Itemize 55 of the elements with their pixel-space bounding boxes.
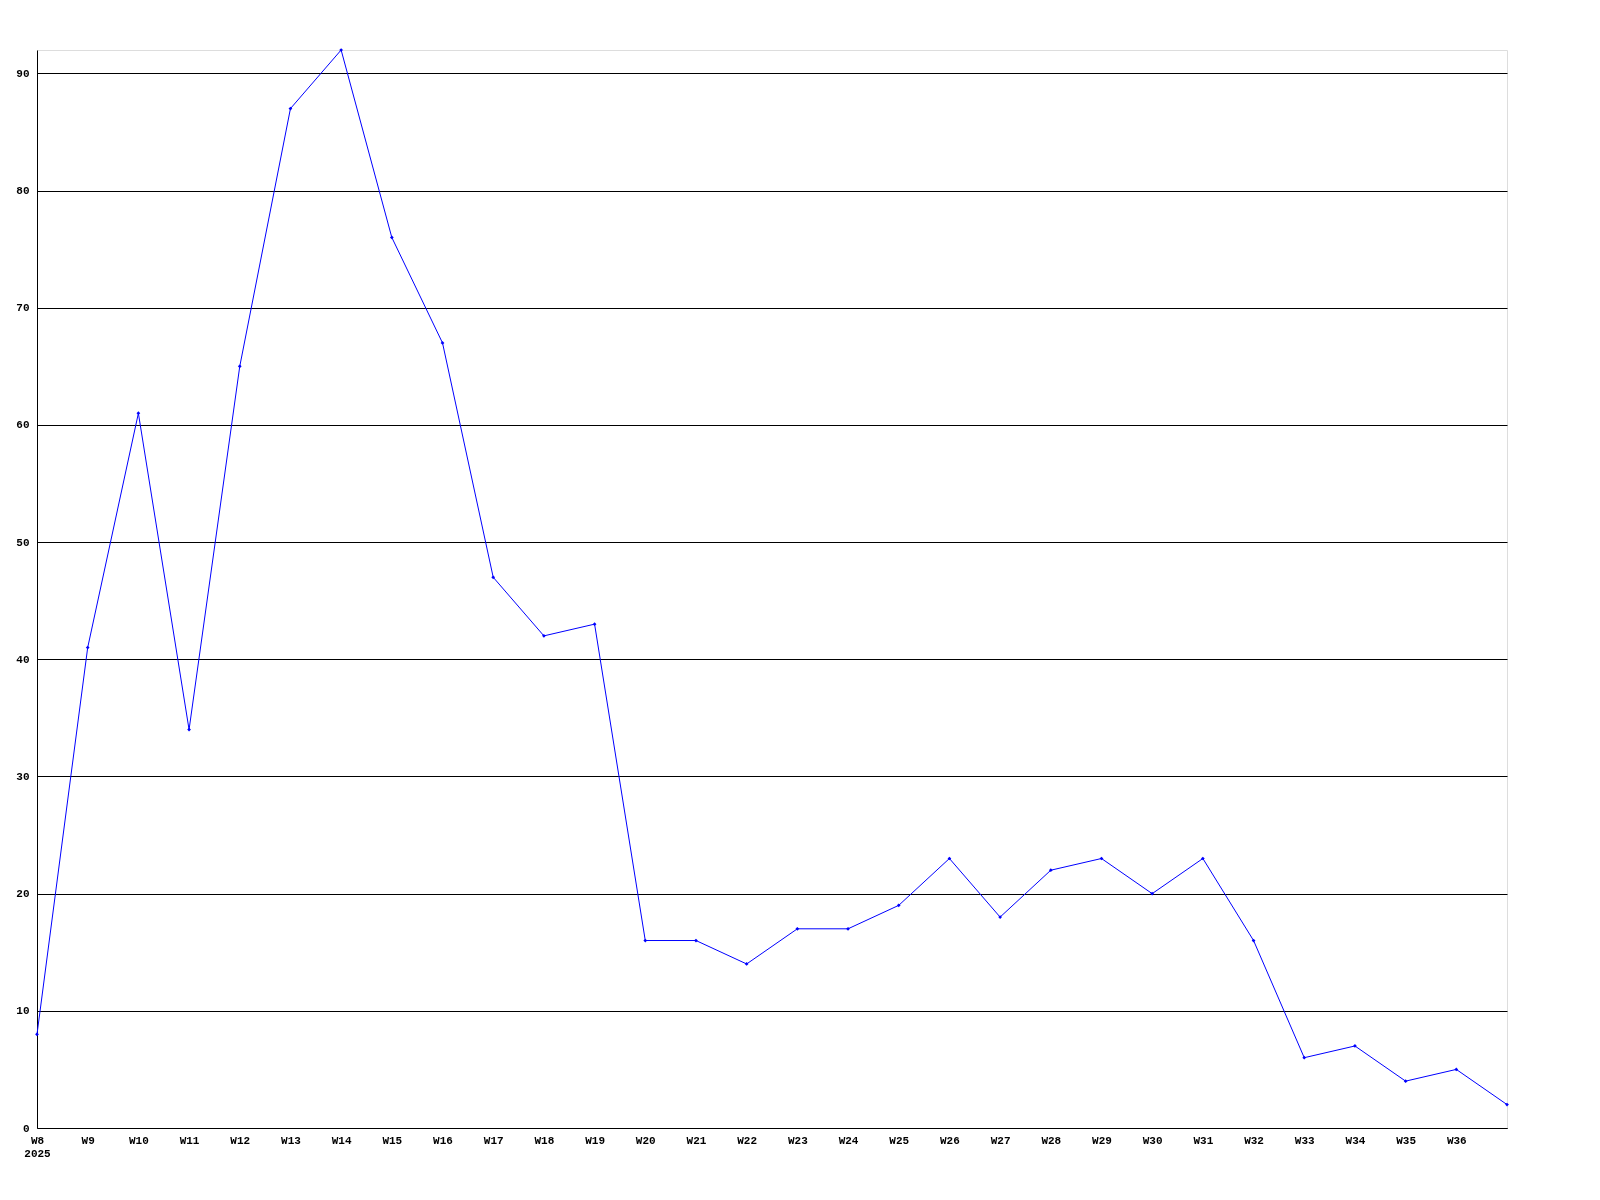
point (389, 235, 394, 240)
y-tick-label: 90 (16, 67, 30, 80)
x-tick-label: W31 (1193, 1134, 1214, 1147)
x-tick-label: W14 (331, 1134, 352, 1147)
y-tick-label: 70 (16, 302, 30, 315)
point (694, 938, 698, 943)
point (1150, 891, 1155, 896)
x-tick-label: W25 (889, 1134, 910, 1147)
x-tick-label: W35 (1396, 1134, 1417, 1147)
x-tick-label: W26 (940, 1134, 960, 1147)
x-tick-label: W36 (1446, 1134, 1467, 1147)
line-series (35, 48, 1509, 1107)
x-tick-label: W32 (1244, 1134, 1264, 1147)
y-tick-label: 0 (22, 1122, 30, 1135)
x-tick-label: W17 (483, 1134, 504, 1147)
x-tick-label: W30 (1142, 1134, 1163, 1147)
x-tick-label: W20 (635, 1134, 656, 1147)
x-tick-label: W16 (433, 1134, 453, 1147)
x-tick-label: W11 (179, 1134, 200, 1147)
point (1505, 1102, 1509, 1107)
x-tick-label: W15 (382, 1134, 403, 1147)
y-tick-label: 20 (16, 888, 30, 901)
point (744, 962, 749, 966)
point (1403, 1079, 1408, 1083)
y-tick-label: 30 (16, 770, 30, 783)
x-tick-label: W22 (737, 1134, 758, 1147)
point (795, 926, 800, 931)
x-tick-label: W33 (1294, 1134, 1316, 1147)
x-tick-label: W13 (281, 1134, 302, 1147)
y-tick-label: 80 (16, 185, 30, 198)
x-tick-label: W8 2025 (24, 1134, 52, 1160)
point (643, 938, 648, 943)
x-tick-label: W19 (585, 1134, 605, 1147)
y-tick-label: 50 (16, 536, 30, 549)
point (846, 926, 850, 931)
x-tick-label: W24 (838, 1134, 859, 1147)
point (592, 622, 597, 627)
point (35, 1032, 39, 1037)
x-tick-label: W18 (534, 1134, 555, 1147)
x-tick-label: W23 (787, 1134, 809, 1147)
y-tick-label: 60 (16, 419, 30, 432)
x-tick-label: W29 (1092, 1134, 1112, 1147)
x-tick-label: W9 (81, 1134, 95, 1147)
y-tick-label: 40 (16, 653, 30, 666)
x-tick-label: W21 (686, 1134, 707, 1147)
point (136, 411, 141, 416)
point (187, 727, 191, 732)
x-tick-label: W28 (1041, 1134, 1062, 1147)
x-tick-label: W10 (128, 1134, 149, 1147)
x-tick-label: W34 (1345, 1134, 1366, 1147)
x-tick-label: W27 (990, 1134, 1011, 1147)
y-tick-label: 10 (16, 1005, 30, 1018)
x-tick-label: W12 (230, 1134, 251, 1147)
point (440, 341, 445, 345)
point (1200, 856, 1205, 861)
